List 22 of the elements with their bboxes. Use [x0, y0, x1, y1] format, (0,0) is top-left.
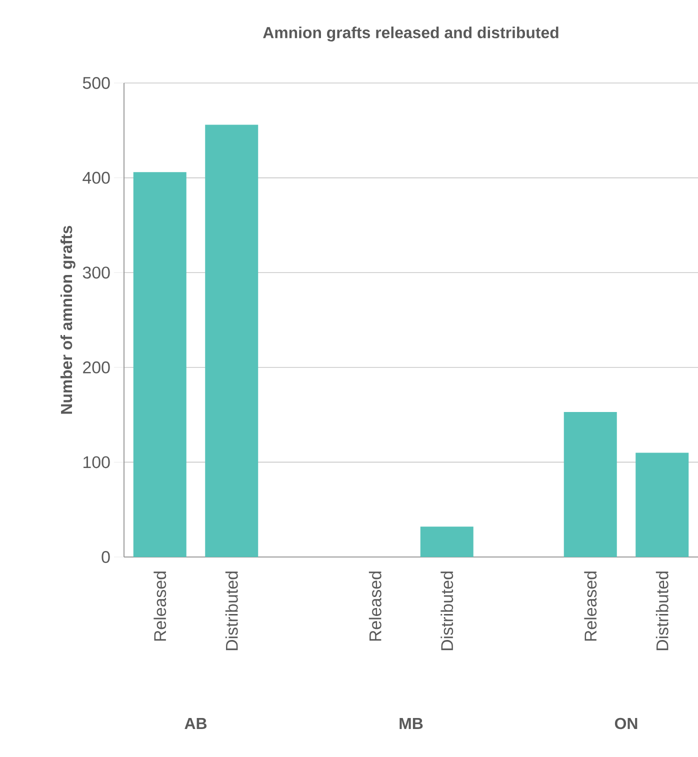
- y-tick-label: 0: [101, 550, 110, 563]
- x-tick-label: Released: [584, 572, 596, 641]
- text: ON: [614, 718, 637, 730]
- bar: [204, 124, 258, 557]
- bar: [635, 452, 688, 557]
- y-axis-title: Number of amnion grafts: [60, 226, 76, 414]
- text: MB: [399, 718, 422, 729]
- x-tick-label: Distributed: [440, 572, 453, 650]
- x-tick-label: Distributed: [656, 572, 668, 650]
- y-tick-label: 200: [82, 361, 110, 374]
- y-tick-label: 300: [82, 266, 110, 279]
- y-tick-label: 100: [83, 456, 110, 468]
- bar: [420, 526, 474, 557]
- y-tick-label: 400: [82, 172, 110, 184]
- chart-title: Amnion grafts released and distributed: [262, 26, 558, 42]
- bar: [133, 172, 186, 557]
- x-tick-label: Released: [153, 572, 166, 641]
- x-tick-label: Distributed: [225, 572, 238, 650]
- x-tick-label: Released: [368, 572, 382, 641]
- y-tick-label: 500: [82, 76, 110, 89]
- text: AB: [184, 718, 206, 729]
- bar: [564, 412, 617, 557]
